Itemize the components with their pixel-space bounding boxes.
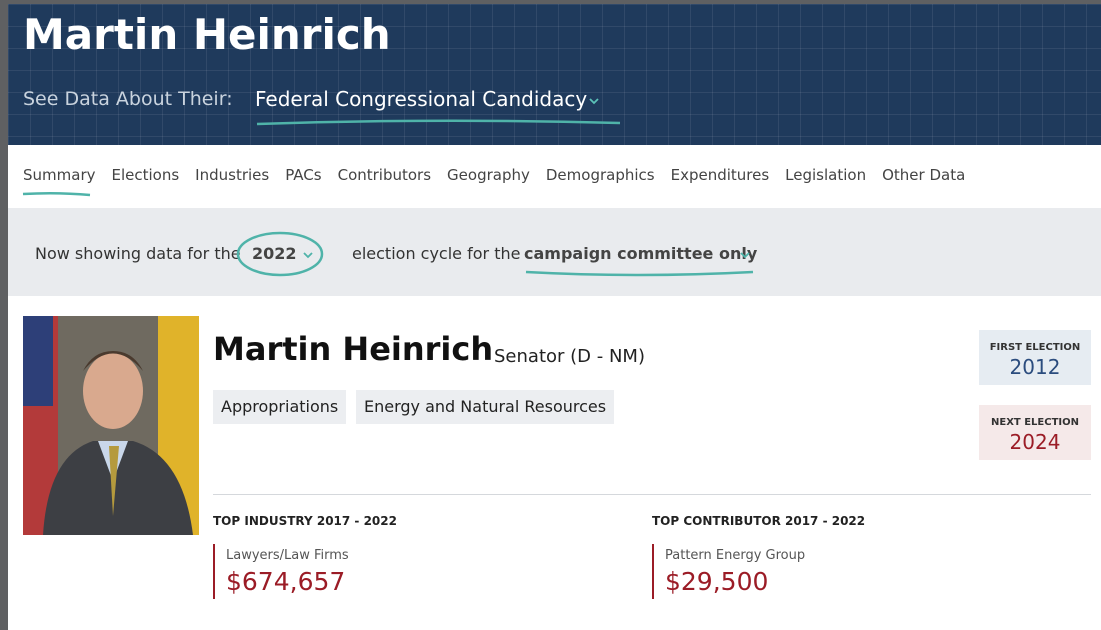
nav-tabs: Summary Elections Industries PACs Contributo… [23,166,981,184]
tab[interactable]: Geography [447,166,530,184]
tab[interactable]: Industries [195,166,270,184]
tab[interactable]: Expenditures [670,166,770,184]
industry-label: TOP INDUSTRY 2017 - 2022 [213,514,397,528]
cycle-bar: Now showing data for the 2022 election c… [8,208,1101,296]
first-election-value: 2012 [1009,355,1061,379]
cycle-decor [236,231,754,277]
see-label: See Data About Their: [23,88,233,110]
accent [652,544,654,599]
year-select[interactable]: 2022 [252,244,297,263]
view-decor [256,98,621,126]
committee-select[interactable]: campaign committee only [524,244,758,263]
contributor-name: Pattern Energy Group [665,548,806,563]
contributor-label: TOP CONTRIBUTOR 2017 - 2022 [652,514,866,528]
cycle-prefix: Now showing data for the [35,244,241,263]
cycle-middle: election cycle for the [352,244,521,263]
profile-office: Senator (D - NM) [494,346,645,367]
tab[interactable]: Legislation [785,166,867,184]
page: Martin Heinrich See Data About Their: Fe… [8,4,1101,630]
tab[interactable]: Contributors [337,166,432,184]
tab[interactable]: Summary [23,166,96,184]
page-title: Martin Heinrich [23,10,391,59]
first-election-label: FIRST ELECTION [989,342,1081,353]
contributor-amount: $29,500 [665,567,769,596]
header: Martin Heinrich See Data About Their: Fe… [8,4,1101,145]
profile-name: Martin Heinrich [213,330,494,368]
view-select[interactable]: Federal Congressional Candidacy [255,87,588,111]
divider [213,494,1091,495]
tab[interactable]: Demographics [545,166,655,184]
accent [213,544,215,599]
first-election: FIRST ELECTION 2012 [979,330,1091,385]
next-election-label: NEXT ELECTION [991,417,1079,428]
committee-tag: Energy and Natural Resources [356,390,615,424]
tab[interactable]: Elections [111,166,180,184]
next-election-value: 2024 [1009,430,1061,454]
tab[interactable]: Other Data [882,166,966,184]
industry-amount: $674,657 [226,567,346,596]
portrait [23,316,199,535]
next-election: NEXT ELECTION 2024 [979,405,1091,460]
tab[interactable]: PACs [285,166,322,184]
committee-tag: Appropriations [213,390,347,424]
tab-underline [22,191,91,197]
industry-name: Lawyers/Law Firms [226,548,349,563]
